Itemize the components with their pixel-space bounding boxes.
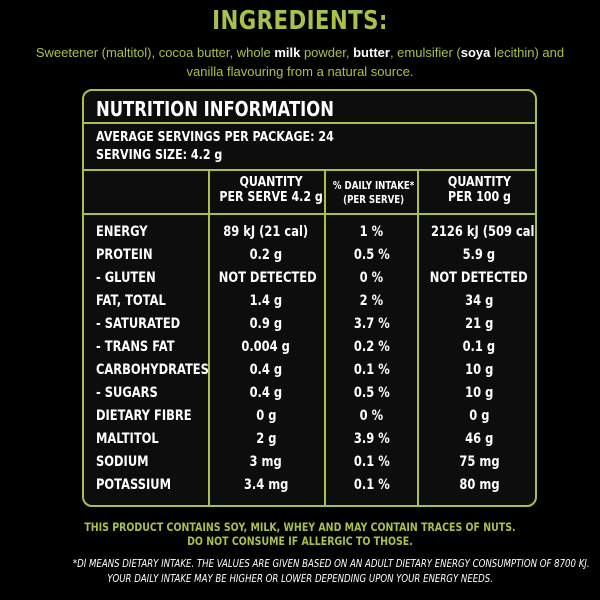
nutrient-name: MALTITOL	[96, 431, 159, 447]
quantity-per-serve: 0.004 g	[241, 339, 291, 355]
quantity-per-serve: 0 g	[255, 408, 277, 424]
daily-intake-percent: 0.5 %	[353, 385, 390, 401]
nutrition-title: NUTRITION INFORMATION	[96, 97, 334, 121]
quantity-per-serve: 0.2 g	[249, 247, 283, 263]
daily-intake-percent: 0 %	[359, 408, 384, 424]
daily-intake-percent: 0.1 %	[353, 362, 390, 378]
daily-intake-percent: 0.1 %	[353, 454, 390, 470]
nutrition-panel: NUTRITION INFORMATION AVERAGE SERVINGS P…	[82, 89, 537, 507]
nutrient-name: ENERGY	[96, 224, 148, 240]
nutrition-row: ENERGY 89 kJ (21 cal) 1 % 2126 kJ (509 cal)	[84, 222, 535, 245]
servings-per-package: AVERAGE SERVINGS PER PACKAGE: 24	[96, 129, 334, 145]
daily-intake-percent: 0 %	[359, 270, 384, 286]
nutrition-row: POTASSIUM 3.4 mg 0.1 % 80 mg	[84, 475, 535, 498]
nutrition-row: SODIUM 3 mg 0.1 % 75 mg	[84, 452, 535, 475]
allergen-word: soya	[460, 45, 491, 60]
nutrient-name: CARBOHYDRATES	[96, 362, 209, 378]
quantity-per-100g: 21 g	[464, 316, 494, 332]
nutrient-name: POTASSIUM	[96, 477, 172, 493]
nutrient-name: - SUGARS	[96, 385, 158, 401]
quantity-per-100g: 0 g	[468, 408, 490, 424]
nutrition-row: - SUGARS 0.4 g 0.5 % 10 g	[84, 383, 535, 406]
column-divider	[417, 169, 419, 505]
daily-intake-percent: 0.5 %	[353, 247, 390, 263]
nutrient-name: PROTEIN	[96, 247, 153, 263]
header-quantity-per-100g: QUANTITY PER 100 g	[447, 174, 511, 205]
divider	[84, 122, 535, 124]
quantity-per-100g: 5.9 g	[462, 247, 496, 263]
nutrition-row: CARBOHYDRATES 0.4 g 0.1 % 10 g	[84, 360, 535, 383]
nutrition-row: PROTEIN 0.2 g 0.5 % 5.9 g	[84, 245, 535, 268]
column-divider	[324, 169, 326, 505]
quantity-per-serve: 0.4 g	[249, 385, 283, 401]
quantity-per-serve: 0.9 g	[249, 316, 283, 332]
quantity-per-100g: 46 g	[464, 431, 494, 447]
nutrient-name: - SATURATED	[96, 316, 181, 332]
daily-intake-percent: 1 %	[359, 224, 384, 240]
daily-intake-percent: 2 %	[359, 293, 384, 309]
quantity-per-serve: 1.4 g	[249, 293, 283, 309]
nutrient-name: SODIUM	[96, 454, 149, 470]
allergy-warning: THIS PRODUCT CONTAINS SOY, MILK, WHEY AN…	[84, 520, 516, 548]
quantity-per-serve: 89 kJ (21 cal)	[223, 224, 309, 240]
allergen-word: milk	[274, 45, 301, 60]
nutrient-name: - GLUTEN	[96, 270, 156, 286]
nutrition-row: MALTITOL 2 g 3.9 % 46 g	[84, 429, 535, 452]
ingredient-text: lecithin) and vanilla flavouring from a …	[186, 45, 565, 79]
quantity-per-serve: 0.4 g	[249, 362, 283, 378]
daily-intake-percent: 3.7 %	[353, 316, 390, 332]
ingredient-text: Sweetener (maltitol), cocoa butter, whol…	[35, 45, 275, 60]
divider	[84, 213, 535, 215]
ingredients-title: INGREDIENTS:	[212, 6, 388, 36]
ingredient-text: powder,	[300, 45, 354, 60]
quantity-per-serve: 3.4 mg	[243, 477, 289, 493]
ingredients-text: Sweetener (maltitol), cocoa butter, whol…	[20, 43, 580, 81]
header-daily-intake: % DAILY INTAKE* (PER SERVE)	[332, 180, 415, 206]
quantity-per-100g: 10 g	[464, 362, 494, 378]
column-divider	[208, 169, 210, 505]
daily-intake-percent: 0.2 %	[353, 339, 390, 355]
nutrition-row: FAT, TOTAL 1.4 g 2 % 34 g	[84, 291, 535, 314]
quantity-per-100g: NOT DETECTED	[430, 270, 528, 286]
quantity-per-100g: 10 g	[464, 385, 494, 401]
nutrition-row: - GLUTEN NOT DETECTED 0 % NOT DETECTED	[84, 268, 535, 291]
quantity-per-100g: 34 g	[464, 293, 494, 309]
ingredient-text: , emulsifier (	[389, 45, 461, 60]
nutrition-row: - TRANS FAT 0.004 g 0.2 % 0.1 g	[84, 337, 535, 360]
quantity-per-100g: 75 mg	[458, 454, 500, 470]
quantity-per-serve: 3 mg	[249, 454, 283, 470]
allergen-word: butter	[353, 45, 390, 60]
daily-intake-percent: 0.1 %	[353, 477, 390, 493]
quantity-per-serve: NOT DETECTED	[218, 270, 317, 286]
nutrition-row: - SATURATED 0.9 g 3.7 % 21 g	[84, 314, 535, 337]
quantity-per-100g: 0.1 g	[462, 339, 496, 355]
footnote: *DI MEANS DIETARY INTAKE. THE VALUES ARE…	[72, 557, 590, 585]
nutrition-row: DIETARY FIBRE 0 g 0 % 0 g	[84, 406, 535, 429]
nutrient-name: DIETARY FIBRE	[96, 408, 192, 424]
divider	[84, 169, 535, 171]
quantity-per-100g: 2126 kJ (509 cal)	[430, 224, 537, 240]
header-quantity-per-serve: QUANTITY PER SERVE 4.2 g	[219, 174, 323, 205]
quantity-per-100g: 80 mg	[458, 477, 500, 493]
daily-intake-percent: 3.9 %	[353, 431, 390, 447]
quantity-per-serve: 2 g	[255, 431, 277, 447]
nutrient-name: - TRANS FAT	[96, 339, 175, 355]
nutrient-name: FAT, TOTAL	[96, 293, 166, 309]
serving-size: SERVING SIZE: 4.2 g	[96, 147, 223, 163]
